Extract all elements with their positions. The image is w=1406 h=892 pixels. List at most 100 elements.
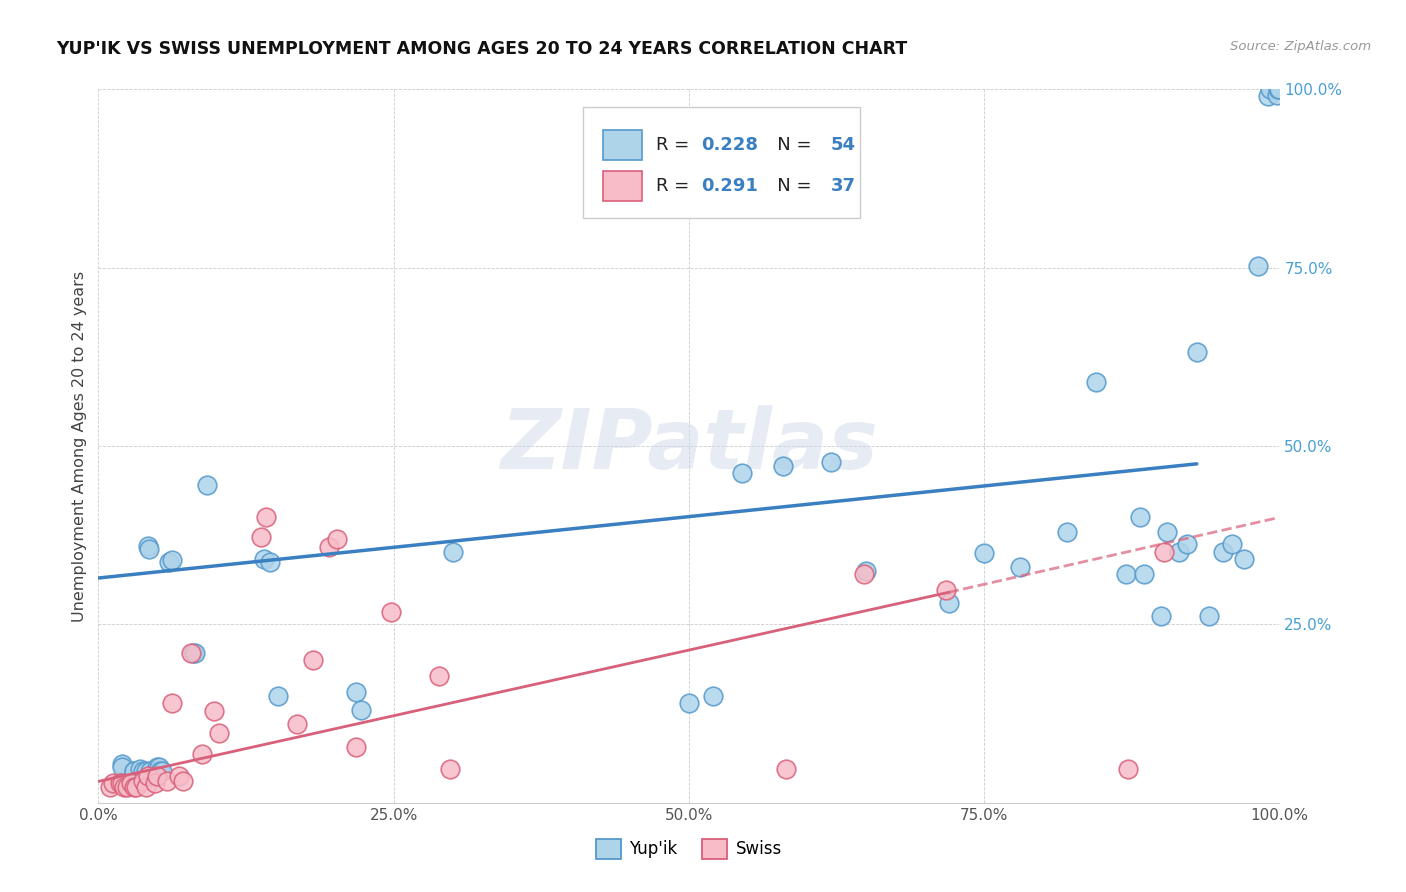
Text: 0.291: 0.291 bbox=[700, 177, 758, 194]
Point bbox=[285, 717, 308, 731]
FancyBboxPatch shape bbox=[603, 170, 641, 201]
Point bbox=[678, 696, 700, 710]
Point bbox=[349, 703, 371, 717]
FancyBboxPatch shape bbox=[582, 107, 860, 218]
Y-axis label: Unemployment Among Ages 20 to 24 years: Unemployment Among Ages 20 to 24 years bbox=[72, 270, 87, 622]
Point bbox=[820, 455, 842, 469]
Point bbox=[1129, 510, 1152, 524]
Text: N =: N = bbox=[759, 136, 817, 153]
Point bbox=[202, 705, 225, 719]
Point bbox=[973, 546, 995, 560]
Point bbox=[1056, 524, 1078, 539]
Point bbox=[344, 685, 367, 699]
Point bbox=[157, 555, 180, 569]
Point bbox=[136, 769, 159, 783]
Point bbox=[1085, 375, 1108, 389]
Point bbox=[731, 466, 754, 480]
Point bbox=[135, 764, 157, 779]
Point bbox=[191, 747, 214, 762]
Point bbox=[146, 760, 169, 774]
Point bbox=[122, 764, 145, 778]
Point bbox=[1185, 344, 1208, 359]
Point bbox=[181, 646, 204, 660]
Point bbox=[136, 539, 159, 553]
Point bbox=[1116, 762, 1139, 776]
Point bbox=[1247, 259, 1270, 273]
Point bbox=[125, 780, 148, 794]
Point bbox=[148, 760, 170, 774]
Point bbox=[1233, 551, 1256, 566]
Point bbox=[146, 769, 169, 783]
Text: R =: R = bbox=[655, 136, 695, 153]
Point bbox=[1175, 537, 1198, 551]
Point bbox=[775, 762, 797, 776]
Point bbox=[318, 541, 340, 555]
Point bbox=[121, 776, 143, 790]
Point bbox=[132, 764, 155, 779]
Point bbox=[160, 553, 183, 567]
Text: Source: ZipAtlas.com: Source: ZipAtlas.com bbox=[1230, 40, 1371, 54]
Point bbox=[1220, 537, 1243, 551]
Point bbox=[128, 762, 150, 776]
Point bbox=[115, 780, 138, 794]
Legend: Yup'ik, Swiss: Yup'ik, Swiss bbox=[589, 832, 789, 866]
Point bbox=[184, 646, 207, 660]
Point bbox=[1132, 567, 1154, 582]
Point bbox=[167, 769, 190, 783]
Point bbox=[108, 776, 131, 790]
Text: 0.228: 0.228 bbox=[700, 136, 758, 153]
Point bbox=[208, 726, 231, 740]
Point bbox=[111, 756, 134, 771]
Text: YUP'IK VS SWISS UNEMPLOYMENT AMONG AGES 20 TO 24 YEARS CORRELATION CHART: YUP'IK VS SWISS UNEMPLOYMENT AMONG AGES … bbox=[56, 40, 907, 58]
Point bbox=[326, 532, 349, 546]
Text: ZIPatlas: ZIPatlas bbox=[501, 406, 877, 486]
Point bbox=[132, 774, 155, 789]
Point bbox=[1115, 567, 1137, 582]
FancyBboxPatch shape bbox=[603, 130, 641, 160]
Point bbox=[1267, 82, 1289, 96]
Point bbox=[427, 669, 450, 683]
Point bbox=[122, 780, 145, 794]
Point bbox=[112, 780, 135, 794]
Point bbox=[439, 762, 461, 776]
Point bbox=[259, 555, 281, 569]
Point bbox=[250, 530, 273, 544]
Point bbox=[122, 764, 145, 778]
Point bbox=[702, 689, 724, 703]
Point bbox=[852, 567, 875, 582]
Point bbox=[160, 696, 183, 710]
Point bbox=[1258, 82, 1281, 96]
Point bbox=[1212, 544, 1234, 558]
Point bbox=[1257, 89, 1279, 103]
Point bbox=[1008, 560, 1031, 574]
Point bbox=[149, 764, 172, 779]
Point bbox=[135, 780, 157, 794]
Text: N =: N = bbox=[759, 177, 817, 194]
Point bbox=[441, 544, 464, 558]
Point bbox=[1153, 544, 1175, 558]
Point bbox=[101, 776, 124, 790]
Point bbox=[156, 774, 179, 789]
Text: 37: 37 bbox=[831, 177, 856, 194]
Point bbox=[254, 510, 277, 524]
Point bbox=[1168, 544, 1191, 558]
Point bbox=[150, 764, 173, 779]
Point bbox=[195, 478, 218, 492]
Text: 54: 54 bbox=[831, 136, 856, 153]
Point bbox=[267, 689, 290, 703]
Point bbox=[344, 740, 367, 755]
Point bbox=[138, 542, 160, 557]
Point bbox=[253, 551, 276, 566]
Point bbox=[1268, 82, 1291, 96]
Point bbox=[111, 776, 134, 790]
Point bbox=[111, 760, 134, 774]
Point bbox=[938, 596, 960, 610]
Point bbox=[172, 774, 194, 789]
Point bbox=[380, 605, 402, 619]
Point bbox=[139, 764, 162, 779]
Point bbox=[1265, 87, 1288, 102]
Point bbox=[180, 646, 202, 660]
Point bbox=[1156, 524, 1178, 539]
Point bbox=[302, 653, 325, 667]
Point bbox=[935, 583, 957, 598]
